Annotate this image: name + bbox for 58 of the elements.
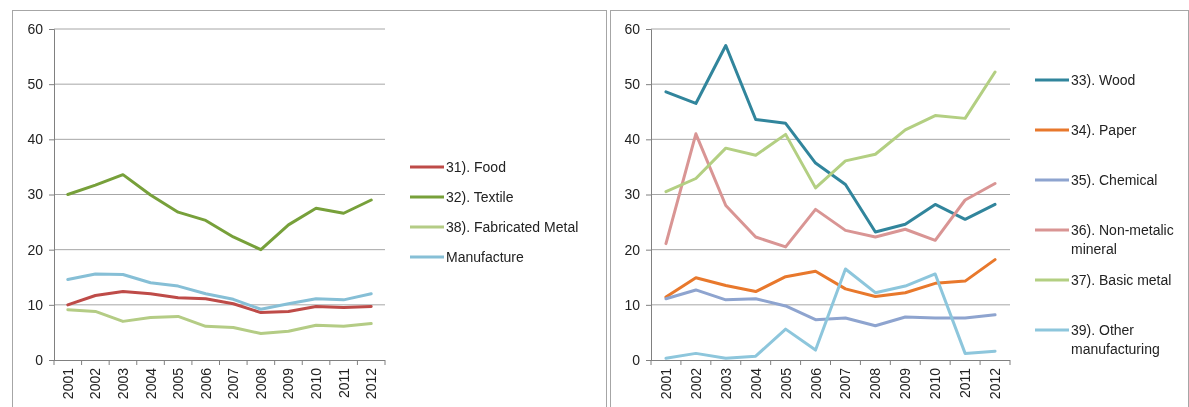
legend-label: 36). Non-metalic mineral bbox=[1071, 222, 1174, 257]
y-tick-label: 10 bbox=[27, 296, 44, 313]
legend-label: 38). Fabricated Metal bbox=[446, 219, 579, 235]
line-series bbox=[66, 272, 373, 311]
x-tick-label: 2001 bbox=[59, 367, 76, 400]
line-series bbox=[66, 290, 373, 315]
y-tick-label: 40 bbox=[624, 131, 641, 148]
x-tick-label: 2010 bbox=[308, 367, 325, 400]
x-tick-label: 2004 bbox=[142, 367, 159, 400]
y-tick-label: 30 bbox=[27, 186, 44, 203]
x-tick-label: 2006 bbox=[807, 367, 824, 400]
legend-label: 39). Other manufacturing bbox=[1071, 322, 1160, 357]
y-tick-label: 50 bbox=[27, 76, 44, 93]
line-series bbox=[664, 70, 997, 194]
y-tick-label: 60 bbox=[27, 20, 44, 37]
line-series bbox=[66, 173, 373, 252]
x-tick-label: 2008 bbox=[252, 367, 269, 400]
x-tick-label: 2011 bbox=[335, 367, 352, 399]
x-tick-label: 2001 bbox=[657, 367, 674, 400]
legend-label: Manufacture bbox=[446, 249, 525, 265]
y-tick-label: 50 bbox=[624, 76, 641, 93]
x-tick-label: 2002 bbox=[687, 367, 704, 400]
line-series bbox=[664, 44, 997, 234]
line-series bbox=[664, 258, 997, 299]
y-tick-label: 20 bbox=[27, 241, 44, 258]
y-tick-label: 30 bbox=[624, 186, 641, 203]
legend-label: 33). Wood bbox=[1071, 72, 1136, 88]
x-tick-label: 2007 bbox=[837, 367, 854, 400]
legend-label: 32). Textile bbox=[446, 189, 514, 205]
x-tick-label: 2012 bbox=[987, 367, 1004, 400]
x-tick-label: 2012 bbox=[363, 367, 380, 400]
y-tick-label: 10 bbox=[624, 296, 641, 313]
y-tick-label: 0 bbox=[632, 351, 641, 368]
y-tick-label: 0 bbox=[35, 351, 44, 368]
x-tick-label: 2005 bbox=[777, 367, 794, 400]
x-tick-label: 2003 bbox=[717, 367, 734, 400]
legend-label: 37). Basic metal bbox=[1071, 272, 1172, 288]
x-tick-label: 2005 bbox=[170, 367, 187, 400]
legend-label: 34). Paper bbox=[1071, 122, 1137, 138]
x-tick-label: 2002 bbox=[87, 367, 104, 400]
y-tick-label: 60 bbox=[624, 20, 641, 37]
line-series bbox=[664, 132, 997, 249]
x-tick-label: 2010 bbox=[927, 367, 944, 400]
x-tick-label: 2009 bbox=[280, 367, 297, 400]
legend-label: 35). Chemical bbox=[1071, 172, 1158, 188]
x-tick-label: 2004 bbox=[747, 367, 764, 400]
y-tick-label: 40 bbox=[27, 131, 44, 148]
x-tick-label: 2006 bbox=[197, 367, 214, 400]
y-tick-label: 20 bbox=[624, 241, 641, 258]
line-series bbox=[66, 308, 373, 336]
line-series bbox=[664, 267, 997, 360]
x-tick-label: 2007 bbox=[225, 367, 242, 400]
line-series bbox=[664, 288, 997, 328]
x-tick-label: 2011 bbox=[957, 367, 974, 399]
legend-label: 31). Food bbox=[446, 159, 506, 175]
x-tick-label: 2009 bbox=[897, 367, 914, 400]
x-tick-label: 2003 bbox=[114, 367, 131, 400]
x-tick-label: 2008 bbox=[867, 367, 884, 400]
